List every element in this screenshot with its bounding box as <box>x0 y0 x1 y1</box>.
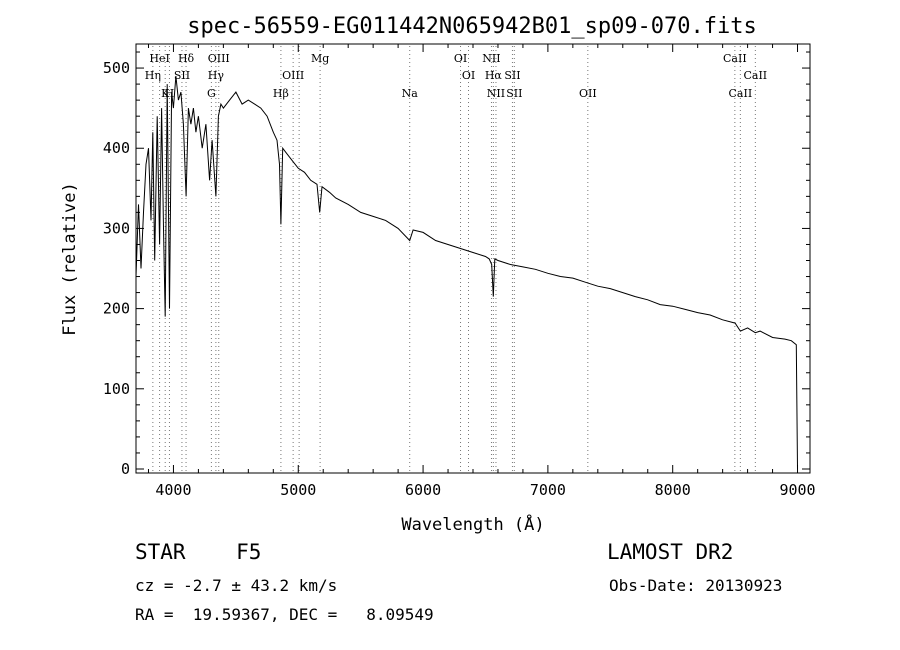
line-label: CaII <box>723 52 747 65</box>
line-label: OII <box>579 87 597 100</box>
line-label: Hη <box>145 69 161 82</box>
x-tick-label: 8000 <box>655 481 691 499</box>
line-label: Hβ <box>273 87 289 100</box>
line-label: Hγ <box>208 69 225 82</box>
line-label: OI <box>462 69 475 82</box>
line-label: CaII <box>729 87 753 100</box>
line-label: G <box>207 87 216 100</box>
line-label: H <box>165 87 175 100</box>
x-axis: 4000 5000 6000 7000 8000 9000 <box>147 44 816 499</box>
x-tick-label: 4000 <box>155 481 191 499</box>
line-label: NII <box>482 52 500 65</box>
y-axis-label: Flux (relative) <box>60 182 80 336</box>
line-label: HeI <box>149 52 169 65</box>
y-tick-label: 100 <box>103 380 130 398</box>
x-tick-label: 9000 <box>779 481 815 499</box>
y-tick-label: 400 <box>103 139 130 157</box>
plot-frame <box>135 43 811 474</box>
spectral-line-markers <box>152 46 756 472</box>
y-tick-label: 200 <box>103 300 130 318</box>
line-label: OI <box>454 52 467 65</box>
x-axis-label: Wavelength (Å) <box>401 513 544 535</box>
line-label: Na <box>402 87 419 100</box>
y-tick-label: 300 <box>103 219 130 237</box>
line-label: OIII <box>282 69 304 82</box>
line-label: SII <box>506 87 522 100</box>
line-label: Hδ <box>178 52 195 65</box>
line-label: Mg <box>311 52 329 65</box>
y-axis: 0 100 200 300 400 500 <box>103 51 810 478</box>
x-tick-label: 5000 <box>280 481 316 499</box>
spectral-class: STAR F5 <box>135 540 262 564</box>
redshift-velocity: cz = -2.7 ± 43.2 km/s <box>135 576 338 595</box>
line-label: SII <box>174 69 190 82</box>
chart-title: spec-56559-EG011442N065942B01_sp09-070.f… <box>187 14 757 39</box>
ra-dec-coordinates: RA = 19.59367, DEC = 8.09549 <box>135 605 434 624</box>
x-tick-label: 7000 <box>530 481 566 499</box>
y-tick-label: 0 <box>121 460 130 478</box>
line-label: Hα <box>485 69 503 82</box>
line-label: OIII <box>208 52 230 65</box>
observation-date: Obs-Date: 20130923 <box>609 576 783 595</box>
line-label: SII <box>504 69 520 82</box>
x-tick-label: 6000 <box>405 481 441 499</box>
line-label: NII <box>487 87 505 100</box>
y-tick-label: 500 <box>103 59 130 77</box>
line-label: CaII <box>743 69 767 82</box>
line-label: K <box>161 87 170 100</box>
spectrum-line <box>135 76 798 470</box>
survey-name: LAMOST DR2 <box>607 540 734 564</box>
